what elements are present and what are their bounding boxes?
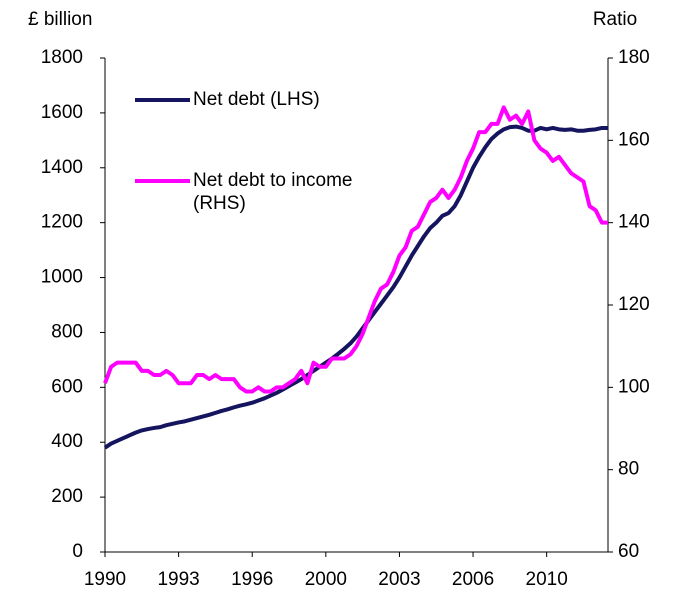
- y-tick-label: 200: [51, 486, 83, 507]
- x-tick-label: 1990: [84, 569, 126, 590]
- y2-tick-label: 120: [618, 294, 650, 315]
- y2-tick-label: 160: [618, 129, 650, 150]
- y-tick-label: 1800: [41, 47, 83, 68]
- x-tick-label: 2003: [378, 569, 420, 590]
- x-tick-label: 2010: [526, 569, 568, 590]
- x-tick-label: 1996: [231, 569, 273, 590]
- y2-tick-label: 100: [618, 376, 650, 397]
- y2-axis-title: Ratio: [593, 9, 637, 30]
- y-tick-label: 1400: [41, 157, 83, 178]
- x-tick-label: 2000: [305, 569, 347, 590]
- y-axis-title: £ billion: [28, 9, 92, 30]
- y2-tick-label: 80: [618, 459, 639, 480]
- y-tick-label: 400: [51, 431, 83, 452]
- y-tick-label: 1200: [41, 212, 83, 233]
- y-tick-label: 1600: [41, 102, 83, 123]
- legend-label: Net debt to income (RHS): [193, 170, 353, 214]
- x-tick-label: 1993: [157, 569, 199, 590]
- y2-tick-label: 60: [618, 541, 639, 562]
- legend-label: Net debt (LHS): [193, 89, 320, 110]
- series-line: [103, 124, 608, 450]
- series-line: [103, 105, 608, 394]
- y2-tick-label: 140: [618, 212, 650, 233]
- y-tick-label: 800: [51, 321, 83, 342]
- y-tick-label: 0: [72, 541, 83, 562]
- y2-tick-label: 180: [618, 47, 650, 68]
- y-tick-label: 1000: [41, 267, 83, 288]
- y-tick-label: 600: [51, 376, 83, 397]
- x-tick-label: 2006: [452, 569, 494, 590]
